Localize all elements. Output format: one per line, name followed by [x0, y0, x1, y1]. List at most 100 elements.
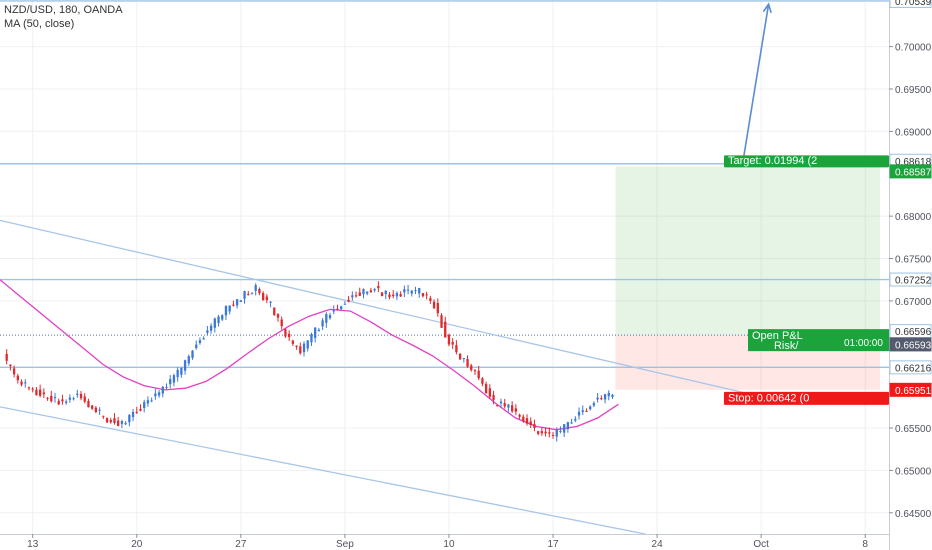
candle-body [135, 411, 138, 413]
candle-body [366, 291, 369, 294]
candle-body [302, 343, 306, 353]
candle-body [447, 334, 451, 345]
candle-body [12, 368, 16, 375]
countdown-bg [841, 336, 889, 350]
candle-body [102, 415, 105, 417]
price-label-bg [889, 164, 932, 179]
candle-body [592, 403, 596, 406]
y-tick-label: 0.69000 [895, 127, 932, 138]
x-tick-label: 13 [27, 539, 39, 550]
indicator-title: MA (50, close) [4, 18, 75, 30]
candle-body [548, 432, 551, 434]
price-label: 0.68587 [889, 164, 932, 179]
candle-body [120, 421, 124, 424]
candle-body [503, 403, 506, 407]
candle-body [247, 294, 250, 296]
price-label-text: 0.67252 [895, 276, 932, 287]
candle-body [299, 346, 302, 354]
candle-body [250, 293, 254, 295]
y-tick-label: 0.67500 [895, 255, 932, 266]
candle-body [146, 400, 150, 404]
candle-body [533, 424, 536, 428]
y-tick-label: 0.69500 [895, 85, 932, 96]
candle-body [284, 329, 287, 337]
price-axis: 0.70000 0.69500 0.69000 0.68000 0.67500 0.670… [841, 0, 932, 550]
candlesticks [5, 281, 614, 442]
candle-body [544, 431, 547, 434]
candle-body [124, 423, 127, 425]
candle-body [198, 340, 202, 344]
candle-body [27, 387, 31, 389]
price-label-bg [889, 272, 932, 287]
price-label-text: 0.70539 [895, 0, 932, 8]
candle-body [128, 415, 131, 423]
x-tick-label: 10 [443, 539, 455, 550]
candle-body [169, 379, 172, 385]
arrow-shaft [742, 4, 770, 160]
trendline [0, 406, 646, 535]
candle-body [555, 429, 558, 437]
arrow-head [762, 2, 772, 14]
candle-body [53, 397, 57, 399]
candle-body [440, 315, 443, 328]
candle-body [328, 315, 332, 319]
candle-body [436, 303, 439, 314]
y-tick-label: 0.64500 [895, 509, 932, 520]
chart-legend: NZD/USD, 180, OANDA MA (50, close) [4, 3, 123, 31]
candle-body [291, 340, 295, 344]
candle-body [243, 291, 246, 299]
candle-body [221, 315, 224, 320]
candle-body [358, 292, 361, 296]
candle-body [336, 308, 339, 310]
candle-body [20, 381, 23, 385]
candle-body [287, 333, 291, 338]
candle-body [183, 360, 187, 371]
candle-body [373, 289, 376, 291]
candle-body [65, 401, 68, 403]
candle-body [596, 397, 599, 400]
price-label: 0.66216 [889, 360, 932, 375]
candle-body [362, 289, 365, 295]
candle-body [224, 306, 228, 316]
candle-body [109, 419, 112, 423]
candle-body [380, 292, 384, 297]
x-tick-label: 20 [131, 539, 143, 550]
candle-body [351, 295, 354, 298]
candle-body [603, 394, 607, 400]
x-tick-label: 24 [652, 539, 664, 550]
target-label-bg [723, 155, 889, 168]
candle-body [165, 386, 168, 388]
countdown-text: 01:00:00 [844, 338, 883, 349]
candle-body [46, 397, 49, 399]
candle-body [180, 368, 183, 375]
candle-body [232, 304, 235, 306]
candle-body [35, 389, 38, 396]
x-tick-label: 17 [547, 539, 559, 550]
y-tick-label: 0.65500 [895, 424, 932, 435]
x-tick-label: 27 [235, 539, 247, 550]
candle-body [403, 289, 406, 293]
candle-body [458, 353, 462, 360]
candle-body [113, 418, 116, 423]
candle-body [518, 414, 521, 417]
candle-body [369, 290, 373, 293]
price-label-text: 0.66593 [895, 340, 932, 351]
position-zones [615, 166, 881, 390]
candle-body [484, 383, 488, 394]
candle-body [496, 405, 499, 407]
ma-line [0, 279, 619, 431]
candle-body [191, 350, 194, 358]
candle-body [570, 422, 573, 424]
y-tick-label: 0.65000 [895, 466, 932, 477]
candle-body [154, 393, 157, 397]
candle-body [176, 369, 179, 378]
candle-body [239, 300, 242, 302]
candle-body [76, 393, 79, 395]
candle-body [235, 299, 239, 306]
candle-body [481, 378, 484, 384]
candle-body [343, 303, 347, 305]
candle-body [325, 314, 328, 323]
candle-body [105, 418, 109, 423]
open-pnl-text: Open P&L [752, 330, 803, 342]
